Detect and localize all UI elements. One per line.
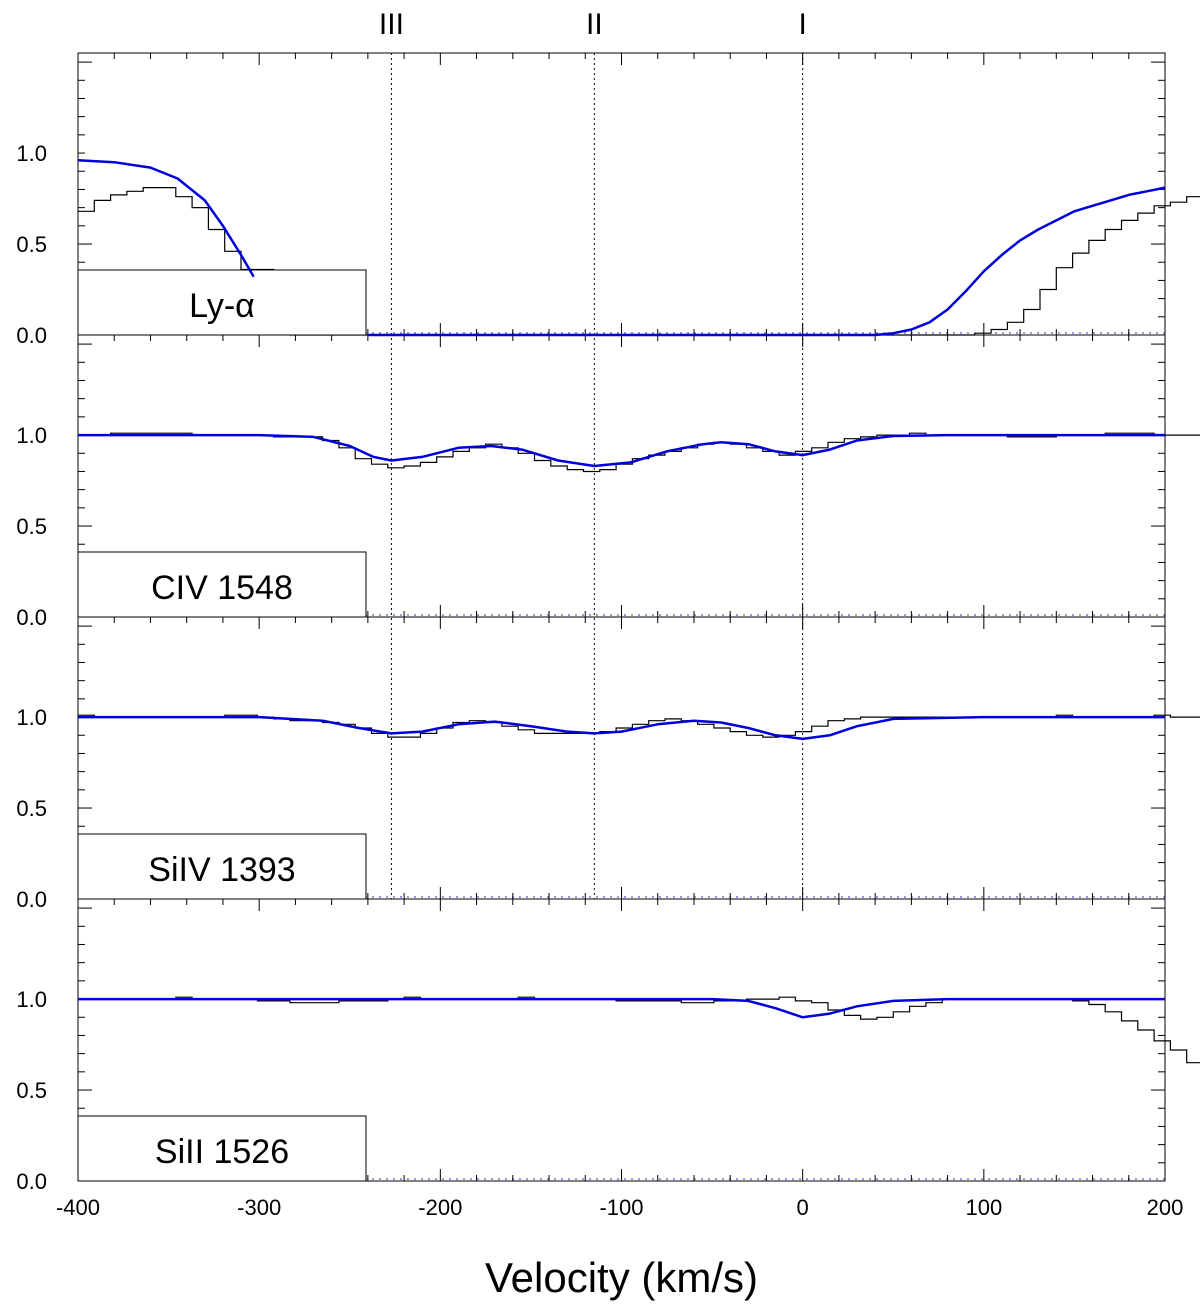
panel-label: SiIV 1393	[148, 851, 295, 889]
model-fit-line	[77, 159, 255, 278]
y-tick-label: 0.5	[16, 796, 47, 821]
y-tick-label: 1.0	[16, 141, 47, 166]
data-histogram	[78, 432, 1200, 473]
y-tick-label: 0.0	[16, 323, 47, 348]
y-tick-label: 0.0	[16, 887, 47, 912]
panel-label: Ly-α	[189, 287, 255, 325]
component-label: III	[379, 8, 404, 41]
x-tick-label: -200	[418, 1195, 462, 1220]
data-histogram	[78, 996, 1200, 1064]
y-tick-label: 0.0	[16, 1169, 47, 1194]
y-tick-label: 1.0	[16, 423, 47, 448]
component-label: I	[798, 8, 806, 41]
panel-label-box	[77, 1115, 367, 1182]
panel-label-box	[77, 269, 367, 336]
model-fit-line	[78, 997, 1165, 1019]
y-tick-label: 1.0	[16, 705, 47, 730]
x-tick-label: -400	[56, 1195, 100, 1220]
component-label: II	[586, 8, 603, 41]
panel-label: CIV 1548	[151, 569, 293, 607]
x-tick-label: -100	[599, 1195, 643, 1220]
data-histogram	[78, 714, 1200, 738]
model-fit-line	[78, 715, 1165, 741]
panel-label-box	[77, 551, 367, 618]
panel-label: SiII 1526	[155, 1133, 289, 1171]
x-axis-label: Velocity (km/s)	[485, 1254, 758, 1301]
x-tick-label: 0	[797, 1195, 809, 1220]
y-tick-label: 0.5	[16, 514, 47, 539]
y-tick-label: 0.5	[16, 232, 47, 257]
model-fit-line	[367, 186, 1166, 337]
model-fit-line	[78, 433, 1165, 468]
y-tick-label: 0.0	[16, 605, 47, 630]
x-tick-label: 100	[965, 1195, 1002, 1220]
x-tick-label: 200	[1147, 1195, 1184, 1220]
panel-label-box	[77, 833, 367, 900]
y-tick-label: 1.0	[16, 987, 47, 1012]
x-tick-label: -300	[237, 1195, 281, 1220]
y-tick-label: 0.5	[16, 1078, 47, 1103]
